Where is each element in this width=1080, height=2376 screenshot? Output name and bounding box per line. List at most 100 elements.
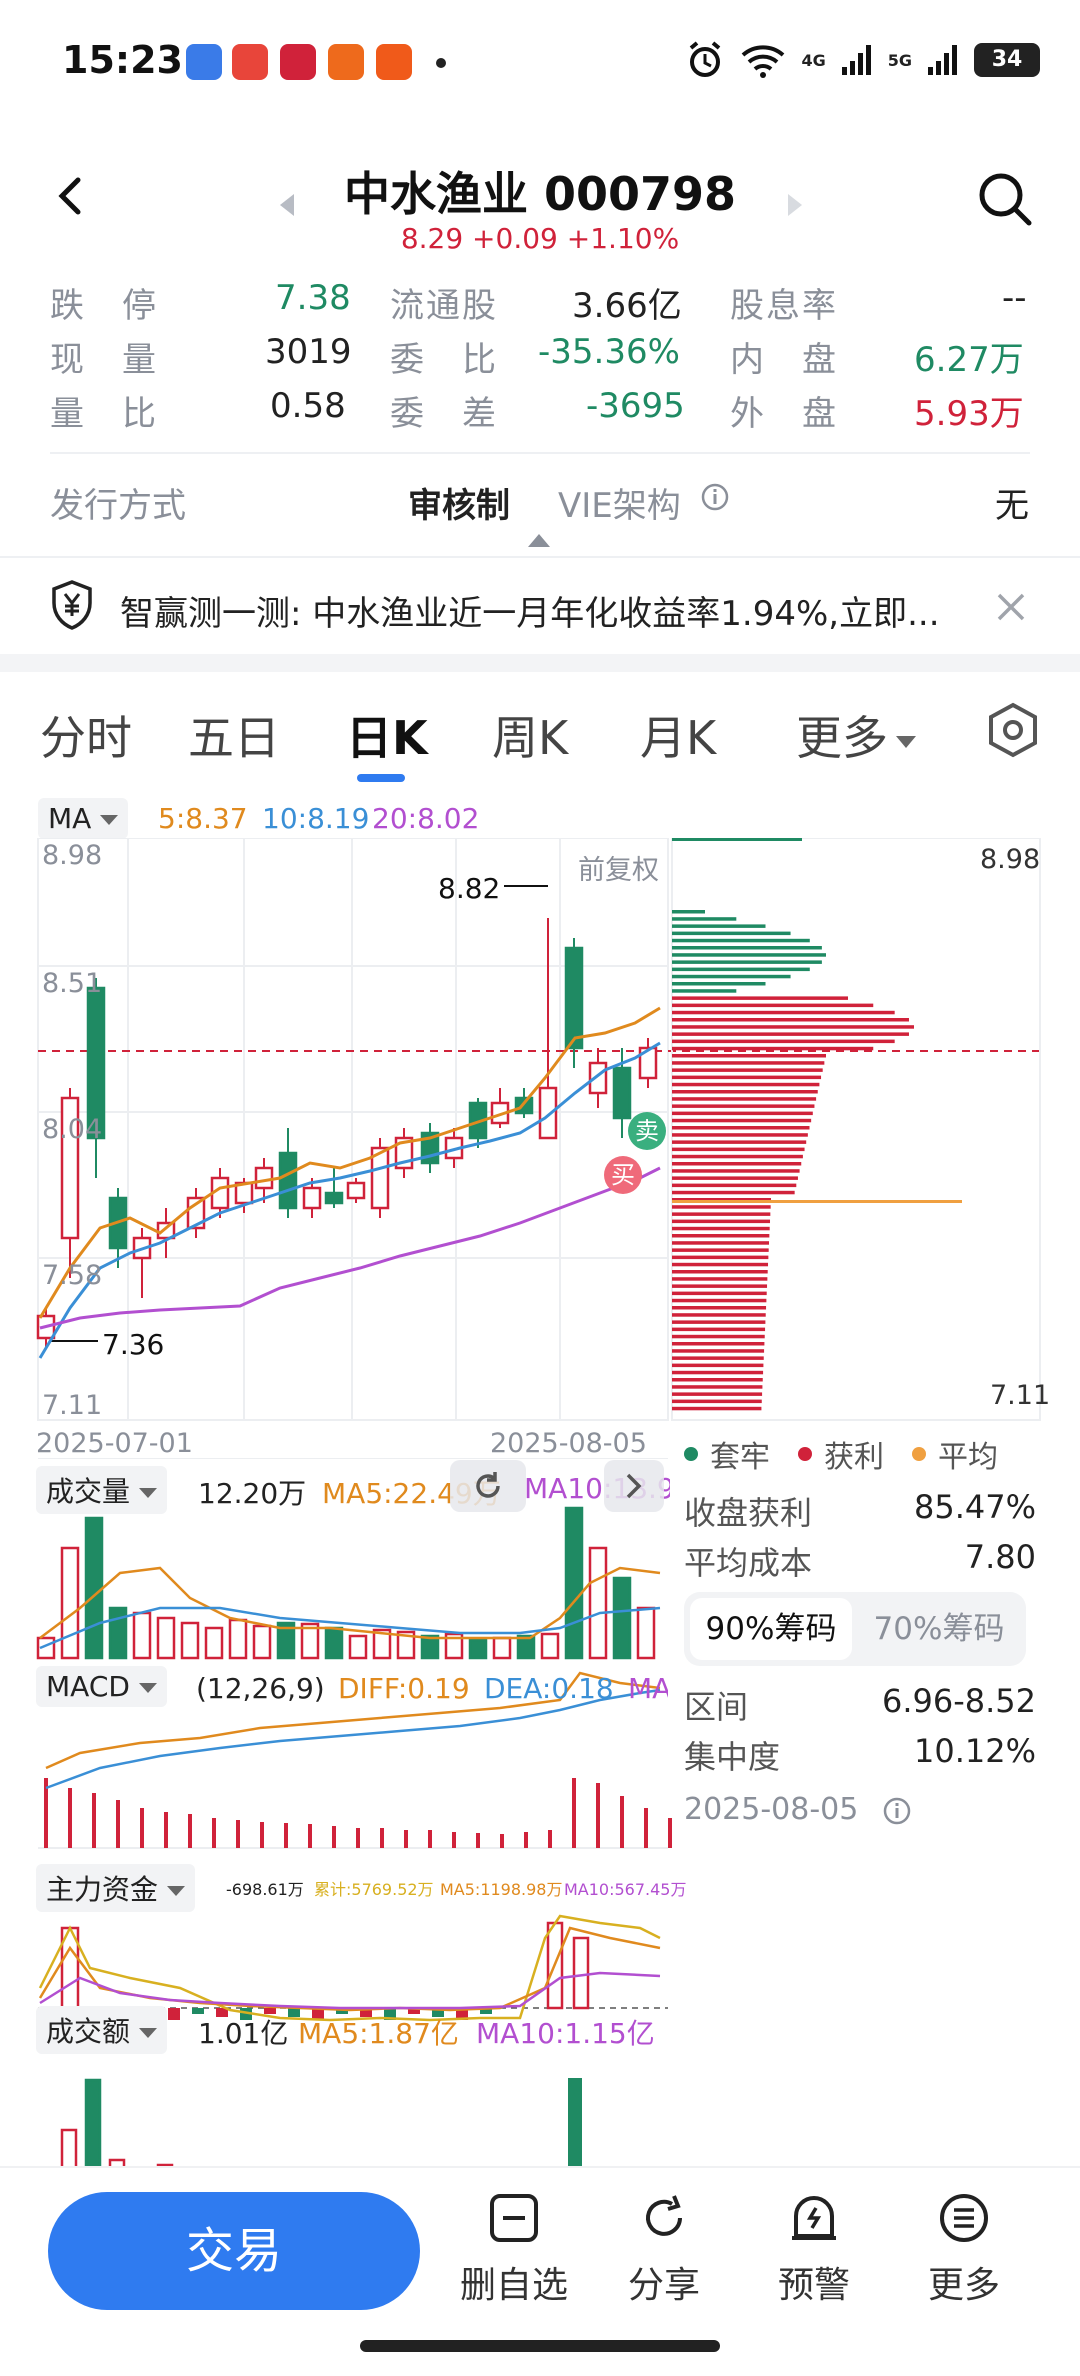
next-stock-arrow-icon[interactable]: [788, 194, 802, 216]
ma-selector-label: MA: [48, 802, 92, 835]
chip-bar: [672, 1270, 768, 1274]
volume-ma10-line: [39, 1606, 661, 1650]
more-button[interactable]: 更多: [904, 2190, 1024, 2308]
macd-histogram-bar: [212, 1818, 216, 1848]
capital-bar: [480, 2008, 492, 2014]
macd-histogram-bar: [116, 1800, 120, 1848]
search-icon[interactable]: [976, 170, 1034, 228]
candle-body: [638, 1046, 658, 1080]
ma20-line: [39, 1166, 661, 1330]
chip-bottom-price: 7.11: [990, 1380, 1051, 1411]
status-bar: 15:23 4G 5G 34: [0, 0, 1080, 120]
alert-button[interactable]: 预警: [754, 2190, 874, 2308]
alarm-icon: [690, 41, 721, 77]
tab-weekly-k[interactable]: 周K: [492, 711, 569, 765]
collapse-caret-icon[interactable]: [528, 534, 550, 547]
chip-bar: [672, 1154, 803, 1159]
chip-bar: [672, 1291, 767, 1296]
capital-bar: [288, 2008, 300, 2017]
chip-bar: [672, 910, 705, 914]
clock: 15:23: [62, 38, 183, 82]
tab-intraday[interactable]: 分时: [40, 711, 132, 765]
ma-selector[interactable]: MA: [38, 798, 129, 839]
chevron-down-icon: [100, 815, 119, 825]
macd-dea: DEA:0.18: [484, 1672, 614, 1705]
section-gap: [0, 654, 1080, 672]
promo-banner[interactable]: 智赢测一测: 中水渔业近一月年化收益率1.94%,立即...: [0, 558, 1080, 654]
chip-bar: [672, 1399, 762, 1404]
info-icon[interactable]: [882, 1796, 912, 1826]
volume-selector[interactable]: 成交量: [36, 1466, 167, 1514]
macd-histogram-bar: [620, 1796, 624, 1848]
bell-alert-icon: [792, 2196, 836, 2240]
amount-bar: [568, 2078, 582, 2190]
share-button[interactable]: 分享: [604, 2190, 724, 2308]
chip-bar: [672, 967, 810, 972]
tab-more[interactable]: 更多: [796, 702, 916, 768]
chip-bar: [672, 1133, 808, 1137]
capital-bar: [216, 2008, 228, 2017]
volume-bar: [588, 1546, 608, 1660]
remove-watchlist-button[interactable]: 删自选: [454, 2190, 574, 2308]
amount-value: 1.01亿: [198, 2017, 289, 2050]
candle-body: [86, 986, 106, 1140]
fuquan-label[interactable]: 前复权: [578, 855, 659, 886]
network-5g-label: 5G: [887, 50, 912, 70]
more-notifications-dot: [436, 58, 446, 68]
settings-hexagon-icon[interactable]: [986, 702, 1040, 758]
capital-bar: [572, 1936, 590, 2010]
buy-signal-tag[interactable]: 买: [604, 1156, 642, 1194]
trade-button[interactable]: 交易: [48, 2192, 420, 2310]
macd-histogram-bar: [548, 1830, 552, 1848]
chip-date: 2025-08-05: [684, 1792, 912, 1827]
chip-date-text: 2025-08-05: [684, 1792, 859, 1827]
tab-monthly-k[interactable]: 月K: [640, 711, 717, 765]
close-profit-value: 85.47%: [913, 1488, 1036, 1526]
amount-selector[interactable]: 成交额: [36, 2006, 167, 2054]
capital-selector[interactable]: 主力资金: [36, 1864, 195, 1912]
chip-bar: [672, 1320, 766, 1324]
app-icon-5: [376, 44, 412, 80]
chip-70-tab[interactable]: 70%筹码: [873, 1611, 1005, 1647]
amount-bar: [84, 2078, 102, 2190]
chip-bar: [672, 1406, 762, 1411]
replay-button[interactable]: [450, 1460, 526, 1512]
chip-90-tab[interactable]: 90%筹码: [690, 1598, 852, 1660]
chip-bar: [672, 1370, 764, 1375]
candle-body: [346, 1181, 366, 1200]
macd-histogram-bar: [236, 1820, 240, 1848]
date-end: 2025-08-05: [490, 1428, 647, 1459]
prev-stock-arrow-icon[interactable]: [280, 194, 294, 216]
macd-histogram-bar: [572, 1778, 576, 1848]
close-icon[interactable]: [996, 592, 1026, 622]
chip-range-stats: 区间 6.96-8.52 集中度 10.12%: [684, 1682, 1036, 1782]
volume-ma5-line: [39, 1566, 661, 1640]
capital-selector-label: 主力资金: [46, 1873, 159, 1906]
more-menu-icon: [940, 2194, 988, 2242]
chip-bar: [672, 1198, 771, 1202]
volume-bar: [252, 1624, 272, 1660]
capital-bar: [312, 2008, 324, 2020]
concentration-label: 集中度: [684, 1738, 781, 1776]
y-label-2: 8.51: [42, 968, 103, 999]
info-icon[interactable]: [700, 482, 730, 512]
chevron-down-icon: [166, 1886, 185, 1896]
y-label-4: 7.58: [42, 1260, 103, 1291]
next-period-button[interactable]: [604, 1460, 664, 1512]
order-ratio-label: 委 比: [390, 340, 498, 380]
tab-daily-k[interactable]: 日K: [346, 711, 428, 765]
tab-five-day[interactable]: 五日: [188, 711, 280, 765]
chip-bar: [672, 1356, 764, 1360]
network-4g-label: 4G: [801, 50, 826, 70]
dividend-label: 股息率: [730, 286, 838, 326]
chip-bar: [672, 1097, 817, 1101]
back-arrow-icon[interactable]: [50, 176, 90, 216]
volume-bar: [60, 1546, 80, 1660]
chip-bar: [672, 1262, 769, 1267]
macd-selector[interactable]: MACD: [36, 1666, 167, 1707]
chip-bar: [672, 1003, 874, 1008]
chip-bar: [672, 1306, 767, 1310]
volume-bar: [564, 1506, 584, 1660]
battery-level: 34: [991, 47, 1023, 72]
sell-signal-tag[interactable]: 卖: [628, 1112, 666, 1150]
